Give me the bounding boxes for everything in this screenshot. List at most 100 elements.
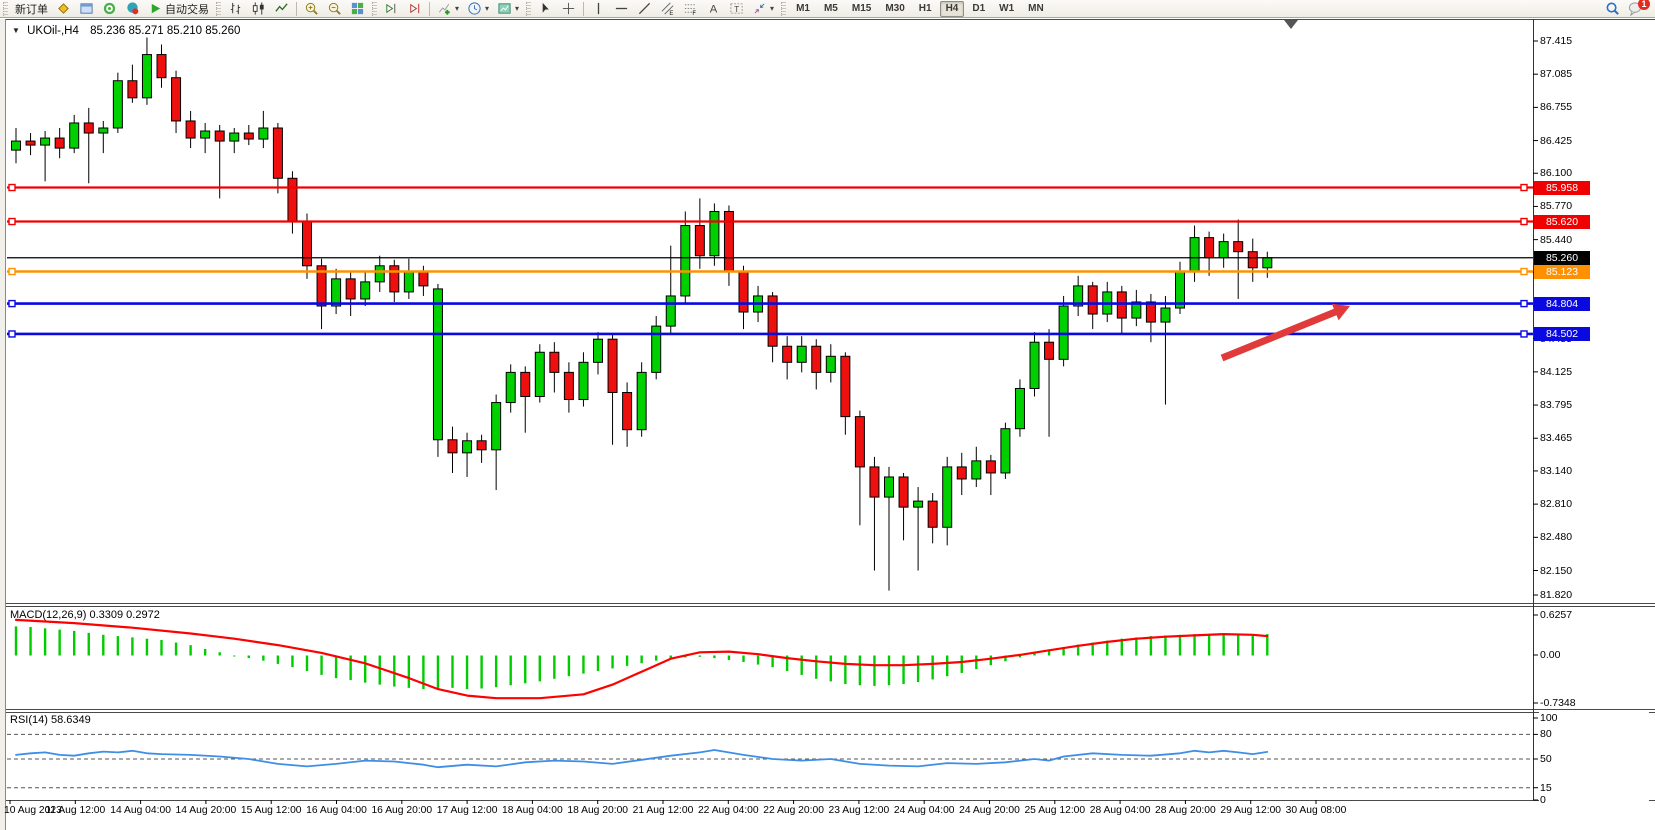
candle-body (360, 281, 371, 300)
candle-body (462, 440, 473, 454)
toolbar-drag-handle[interactable] (372, 1, 377, 16)
template-button[interactable]: ▾ (494, 1, 522, 17)
date-label-16: 25 Aug 12:00 (1024, 805, 1086, 816)
autotrade-button[interactable]: 自动交易 (145, 1, 212, 17)
chevron-down-icon[interactable]: ▾ (515, 4, 520, 13)
chevron-down-icon[interactable]: ▾ (770, 4, 775, 13)
line-handle[interactable] (8, 217, 16, 226)
search-button[interactable] (1602, 1, 1623, 17)
trendline-button[interactable] (634, 1, 655, 17)
macd-histogram-bar (364, 655, 367, 683)
line-handle[interactable] (8, 299, 16, 308)
macd-histogram-bar (1076, 644, 1080, 656)
date-label-8: 18 Aug 04:00 (502, 805, 563, 816)
timeframe-m1-button[interactable]: M1 (796, 3, 810, 14)
candle-body (1073, 285, 1084, 307)
toolbar-drag-handle[interactable] (526, 1, 532, 16)
candle-body (403, 271, 414, 293)
bar-chart-button[interactable] (225, 1, 246, 17)
macd-histogram-bar (407, 655, 411, 688)
macd-histogram-bar (873, 655, 876, 686)
equidistant-channel-button[interactable]: E (657, 1, 678, 17)
chart-workspace[interactable]: ▼ UKOil-,H4 85.236 85.271 85.210 85.260 … (0, 19, 1655, 830)
toolbar-drag-handle[interactable] (216, 1, 221, 16)
annotation-arrow-head[interactable] (1331, 303, 1350, 321)
date-label-20: 30 Aug 08:00 (1285, 805, 1347, 816)
line-handle[interactable] (1520, 299, 1528, 308)
profiles-button[interactable] (76, 1, 97, 17)
candle-body (98, 127, 109, 134)
candle-body (811, 345, 822, 373)
horizontal-line-button[interactable] (611, 1, 632, 17)
macd-panel-top-border[interactable] (6, 606, 1655, 607)
candle-body (505, 371, 516, 404)
date-label-1: 11 Aug 12:00 (45, 805, 106, 816)
date-label-12: 22 Aug 20:00 (763, 805, 824, 816)
text-label-button[interactable]: T (726, 1, 747, 17)
date-label-3: 14 Aug 20:00 (175, 805, 237, 816)
chart-shift-button[interactable] (404, 1, 425, 17)
line-handle[interactable] (1520, 267, 1528, 276)
macd-histogram-bar (1251, 634, 1254, 656)
vline-icon (597, 2, 600, 15)
toolbar-drag-handle[interactable] (781, 1, 787, 16)
macd-histogram-bar (625, 655, 629, 666)
signals-button[interactable] (99, 1, 120, 17)
auto-scroll-button[interactable] (381, 1, 402, 17)
chart-shift-marker[interactable] (1284, 20, 1298, 29)
chevron-down-icon[interactable]: ▾ (455, 4, 460, 13)
timeframe-h1-button[interactable]: H1 (918, 3, 932, 14)
svg-text:F: F (692, 10, 696, 16)
timeframe-w1-button[interactable]: W1 (999, 3, 1015, 14)
timeframe-h4-button[interactable]: H4 (939, 0, 965, 17)
annotation-arrow-shaft[interactable] (1220, 308, 1339, 362)
arrows-button[interactable]: ▾ (749, 1, 777, 17)
timeframe-m30-button[interactable]: M30 (885, 3, 905, 14)
line-handle[interactable] (8, 330, 16, 338)
text-button[interactable]: A (703, 1, 724, 17)
candle-body (767, 295, 778, 347)
line-chart-button[interactable] (271, 1, 292, 17)
line-handle[interactable] (1520, 183, 1528, 192)
notifications-button[interactable]: 1 (1625, 0, 1650, 17)
add-indicator-button[interactable]: ▾ (434, 1, 462, 17)
fibonacci-button[interactable]: F (680, 1, 701, 17)
timeframe-m15-button[interactable]: M15 (851, 3, 872, 14)
line-handle[interactable] (1520, 217, 1528, 226)
zoom-in-button[interactable] (301, 1, 322, 17)
toolbar-right-group: 1 (1601, 0, 1650, 18)
zoom-out-button[interactable] (324, 1, 345, 17)
toolbar-drag-handle[interactable] (3, 1, 8, 16)
vertical-line-button[interactable] (588, 1, 609, 17)
chart-canvas[interactable] (0, 19, 1655, 830)
rsi-axis-100: 100 (1539, 712, 1649, 724)
collapse-triangle-icon[interactable]: ▼ (12, 26, 20, 35)
macd-histogram-bar (480, 655, 483, 689)
timeframe-d1-button[interactable]: D1 (972, 3, 986, 14)
line-handle[interactable] (8, 183, 16, 192)
crosshair-button[interactable] (558, 1, 579, 17)
macd-histogram-bar (524, 655, 527, 684)
periodicity-button[interactable]: ▾ (464, 1, 492, 17)
candlestick-chart-button[interactable] (248, 1, 269, 17)
macd-histogram-bar (465, 655, 469, 690)
macd-histogram-bar (436, 655, 440, 690)
tile-windows-button[interactable] (347, 1, 368, 17)
market-button[interactable] (122, 1, 143, 17)
candle-body (171, 77, 182, 122)
cursor-button[interactable] (535, 1, 556, 17)
macd-histogram-bar (262, 655, 265, 661)
timeframe-mn-button[interactable]: MN (1028, 3, 1044, 14)
macd-histogram-bar (1018, 655, 1022, 658)
chevron-down-icon[interactable]: ▾ (485, 4, 490, 13)
clock-icon (468, 2, 481, 15)
candle-body (1262, 257, 1273, 269)
date-label-6: 16 Aug 20:00 (371, 805, 433, 816)
line-handle[interactable] (1520, 330, 1528, 338)
new-order-button[interactable]: 新订单 (12, 1, 51, 17)
chart-wizard-button[interactable] (53, 1, 74, 17)
line-handle[interactable] (8, 267, 16, 276)
rsi-panel-top-border[interactable] (6, 712, 1655, 713)
timeframe-m5-button[interactable]: M5 (823, 3, 838, 14)
